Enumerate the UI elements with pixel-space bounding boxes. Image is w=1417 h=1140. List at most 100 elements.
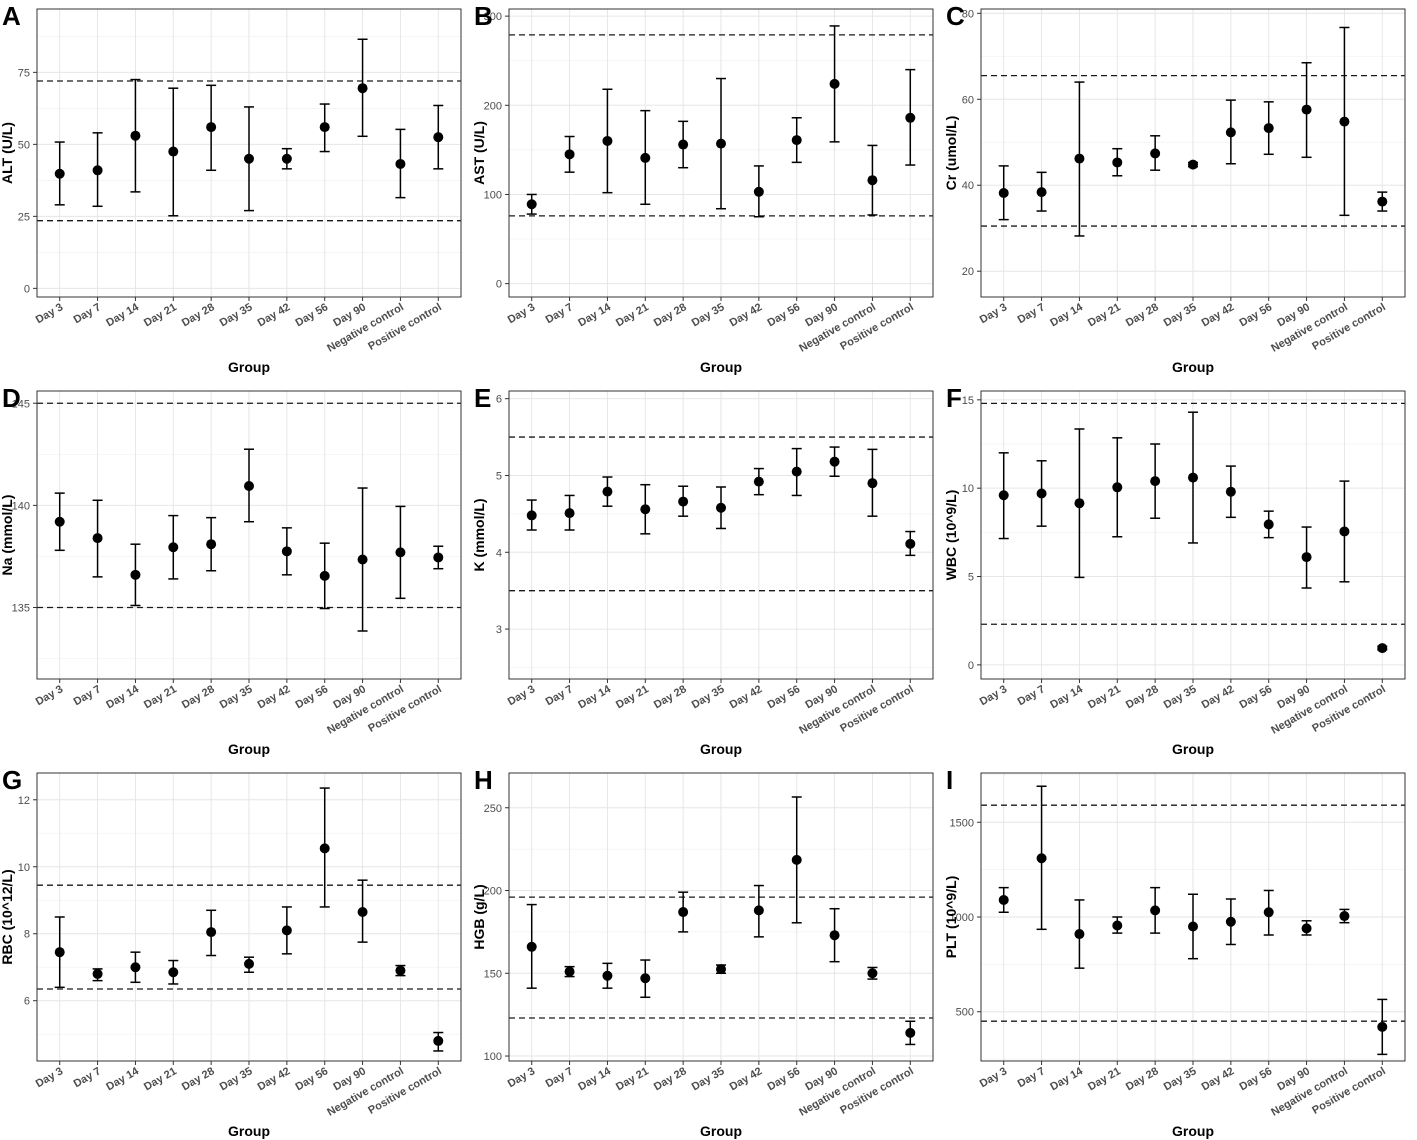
y-tick-label: 10	[18, 862, 30, 874]
x-tick-label: Day 7	[72, 1065, 103, 1090]
x-tick-label: Day 28	[1124, 683, 1161, 711]
mean-point-4	[206, 927, 217, 938]
x-tick-label: Day 3	[506, 301, 537, 326]
panel-A: 0 25 50 75 Day 3 Day 7 Day 14 Day 21 Day 28 Day 3…	[0, 1, 462, 375]
x-tick-label: Day 35	[218, 1065, 255, 1093]
y-tick-label: 8	[24, 929, 30, 941]
x-tick-label: Day 7	[1016, 301, 1047, 326]
y-tick-label: 6	[496, 394, 502, 406]
mean-point-10	[905, 112, 916, 123]
y-tick-label: 6	[24, 996, 30, 1008]
mean-point-10	[433, 132, 444, 143]
panel-letter: C	[946, 1, 965, 31]
x-tick-label: Day 21	[142, 683, 179, 711]
x-tick-label: Day 28	[1124, 1065, 1161, 1093]
mean-point-7	[791, 854, 802, 865]
x-tick-label: Day 35	[1162, 683, 1199, 711]
x-axis: Day 3 Day 7 Day 14 Day 21 Day 28 Day 35 Day 42…	[34, 679, 444, 737]
x-tick-label: Day 28	[652, 1065, 689, 1093]
x-tick-label: Day 3	[978, 683, 1009, 708]
x-tick-label: Day 28	[1124, 301, 1161, 329]
mean-point-6	[753, 476, 764, 487]
mean-point-5	[716, 502, 726, 513]
y-axis-title: PLT (10^9/L)	[943, 876, 959, 959]
y-axis-title: Cr (umol/L)	[943, 116, 959, 191]
major-gridlines	[509, 391, 933, 679]
mean-point-6	[1225, 916, 1236, 927]
mean-point-1	[92, 968, 103, 979]
x-tick-label: Day 14	[576, 1065, 613, 1094]
mean-point-4	[678, 139, 689, 150]
y-axis-title: Na (mmol/L)	[0, 495, 15, 576]
x-tick-label: Day 14	[104, 301, 141, 330]
panel-F: 0 5 10 15 Day 3 Day 7 Day 14 Day 21 Day 28 Day 35…	[943, 383, 1406, 757]
y-axis-title: RBC (10^12/L)	[0, 869, 15, 964]
y-tick-label: 10	[962, 483, 974, 495]
y-tick-label: 140	[12, 500, 30, 512]
x-tick-label: Day 42	[256, 1065, 293, 1093]
major-gridlines	[981, 9, 1405, 297]
mean-point-6	[753, 186, 764, 197]
major-gridlines	[37, 773, 461, 1061]
y-tick-label: 60	[962, 94, 974, 106]
y-axis: 135 140 145	[12, 398, 37, 615]
x-tick-label: Day 21	[1086, 683, 1123, 711]
data-marks	[54, 787, 444, 1052]
mean-point-6	[1225, 127, 1236, 138]
panel-letter: F	[946, 383, 962, 413]
mean-point-7	[319, 122, 330, 133]
data-marks	[998, 26, 1388, 237]
x-tick-label: Day 7	[1016, 1065, 1047, 1090]
mean-point-2	[1074, 153, 1085, 164]
mean-point-2	[1074, 929, 1085, 940]
x-tick-label: Day 7	[544, 301, 575, 326]
x-tick-label: Day 21	[614, 301, 651, 329]
x-axis-title: Group	[1172, 1123, 1214, 1139]
x-tick-label: Day 14	[576, 301, 613, 330]
mean-point-2	[602, 970, 613, 981]
x-tick-label: Day 21	[1086, 1065, 1123, 1093]
mean-point-3	[168, 967, 179, 978]
y-tick-label: 500	[956, 1007, 974, 1019]
mean-point-1	[92, 165, 103, 176]
x-tick-label: Day 7	[1016, 683, 1047, 708]
mean-point-5	[716, 964, 726, 975]
x-axis: Day 3 Day 7 Day 14 Day 21 Day 28 Day 35 Day 42…	[978, 297, 1388, 355]
y-tick-label: 80	[962, 8, 974, 20]
mean-point-10	[433, 1035, 444, 1046]
mean-point-10	[433, 552, 444, 563]
mean-point-0	[526, 941, 537, 952]
mean-point-2	[130, 130, 141, 141]
mean-point-6	[1225, 486, 1236, 497]
mean-point-4	[1150, 905, 1161, 916]
x-tick-label: Day 3	[978, 301, 1009, 326]
mean-point-0	[54, 947, 65, 958]
x-tick-label: Day 35	[690, 683, 727, 711]
x-tick-label: Day 35	[690, 1065, 727, 1093]
mean-point-3	[1112, 920, 1123, 931]
mean-point-6	[281, 153, 292, 164]
x-axis-title: Group	[228, 1123, 270, 1139]
data-marks	[54, 38, 444, 217]
mean-point-4	[678, 907, 689, 918]
y-tick-label: 50	[18, 139, 30, 151]
x-tick-label: Day 35	[1162, 1065, 1199, 1093]
mean-point-9	[1339, 526, 1350, 537]
x-tick-label: Day 28	[180, 301, 217, 329]
x-tick-label: Day 42	[1200, 301, 1237, 329]
mean-point-1	[1036, 853, 1047, 864]
mean-point-7	[1263, 123, 1274, 134]
x-tick-label: Day 35	[218, 683, 255, 711]
x-axis: Day 3 Day 7 Day 14 Day 21 Day 28 Day 35 Day 42…	[506, 297, 916, 355]
mean-point-8	[1301, 104, 1312, 115]
y-axis: 0 5 10 15	[962, 395, 981, 672]
panel-letter: B	[474, 1, 493, 31]
x-tick-label: Day 35	[690, 301, 727, 329]
data-marks	[526, 796, 916, 1046]
mean-point-4	[678, 496, 689, 507]
